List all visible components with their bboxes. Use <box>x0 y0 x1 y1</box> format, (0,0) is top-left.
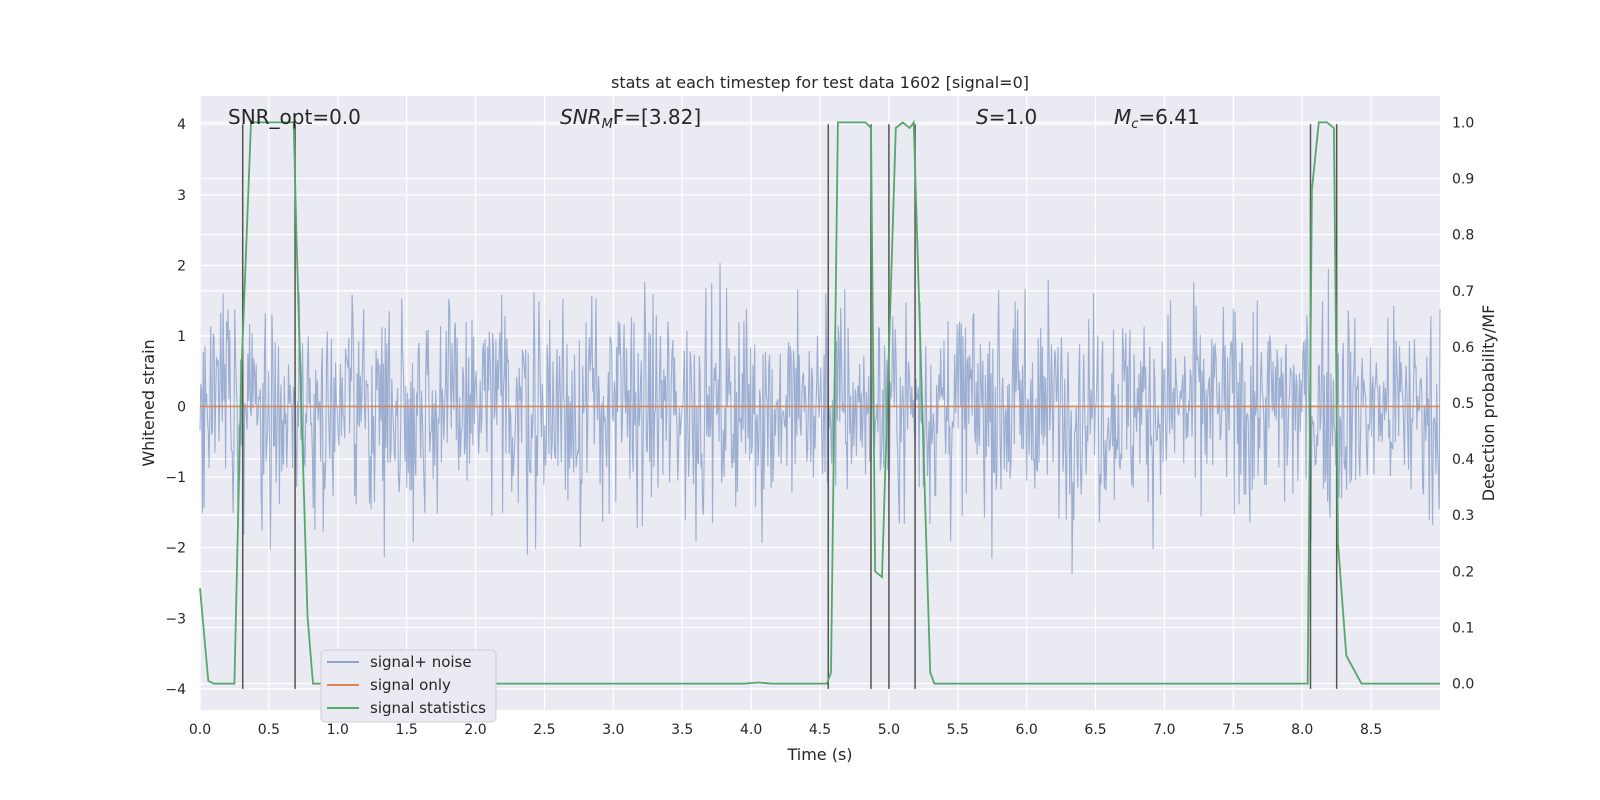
y2-tick-label: 0.1 <box>1452 620 1474 636</box>
x-tick-label: 4.5 <box>809 722 831 738</box>
y2-tick-label: 0.6 <box>1452 340 1474 356</box>
x-tick-label: 5.0 <box>878 722 900 738</box>
signal-noise-trace <box>199 262 1441 575</box>
y-tick-label: −3 <box>165 611 186 627</box>
x-tick-label: 1.5 <box>396 722 418 738</box>
noise-series <box>199 262 1441 575</box>
y-tick-label: 0 <box>177 400 186 416</box>
signal-statistics-line <box>199 119 1440 685</box>
y-tick-label: 2 <box>177 258 186 274</box>
x-tick-label: 0.5 <box>258 722 280 738</box>
y2-tick-label: 0.5 <box>1452 396 1474 412</box>
annotation-snr-opt: SNR_opt=0.0 <box>228 105 361 129</box>
y2-tick-label: 0.9 <box>1452 172 1474 188</box>
y2-tick-label: 0.0 <box>1452 677 1474 693</box>
legend-label-signal-statistics: signal statistics <box>370 699 486 717</box>
legend-label-signal-noise: signal+ noise <box>370 653 472 671</box>
x-tick-labels: 0.0 0.5 1.0 1.5 2.0 2.5 3.0 3.5 4.0 4.5 5.0 5.5 6.0 6… <box>189 722 1382 738</box>
x-tick-label: 6.0 <box>1016 722 1038 738</box>
x-tick-label: 0.0 <box>189 722 211 738</box>
y-tick-label: 4 <box>177 117 186 133</box>
y2-tick-label: 0.3 <box>1452 508 1474 524</box>
x-tick-label: 7.0 <box>1153 722 1175 738</box>
x-tick-label: 4.0 <box>740 722 762 738</box>
x-tick-label: 2.0 <box>464 722 486 738</box>
x-tick-label: 7.5 <box>1222 722 1244 738</box>
y2-axis-label: Detection probability/MF <box>1479 305 1498 502</box>
x-tick-label: 6.5 <box>1084 722 1106 738</box>
y-tick-label: 3 <box>177 188 186 204</box>
y2-tick-label: 0.7 <box>1452 284 1474 300</box>
annotation-s: S=1.0 <box>976 105 1037 129</box>
y-tick-label: 1 <box>177 329 186 345</box>
legend: signal+ noise signal only signal statist… <box>320 649 497 723</box>
y-tick-label: −1 <box>165 470 186 486</box>
annotation-mc: Mc=6.41 <box>1114 105 1200 132</box>
legend-box <box>320 649 497 723</box>
y-tick-label: −4 <box>165 682 186 698</box>
annotation-snr-mf: SNRMF=[3.82] <box>560 105 701 132</box>
y2-tick-label: 1.0 <box>1452 115 1474 131</box>
y2-tick-label: 0.4 <box>1452 452 1474 468</box>
x-tick-label: 3.5 <box>671 722 693 738</box>
y2-tick-label: 0.2 <box>1452 564 1474 580</box>
x-tick-label: 8.0 <box>1291 722 1313 738</box>
x-axis-label: Time (s) <box>786 745 852 764</box>
x-tick-label: 3.0 <box>602 722 624 738</box>
chart-title: stats at each timestep for test data 160… <box>611 73 1029 92</box>
x-tick-label: 8.5 <box>1360 722 1382 738</box>
x-tick-label: 5.5 <box>947 722 969 738</box>
y2-tick-labels: 1.0 0.9 0.8 0.7 0.6 0.5 0.4 0.3 0.2 0.1 0.0 <box>1452 115 1474 692</box>
legend-label-signal-only: signal only <box>370 676 451 694</box>
x-tick-label: 1.0 <box>327 722 349 738</box>
x-tick-label: 2.5 <box>533 722 555 738</box>
y-axis-label: Whitened strain <box>139 339 158 466</box>
y2-tick-label: 0.8 <box>1452 228 1474 244</box>
y-tick-label: −2 <box>165 541 186 557</box>
y-tick-labels: 4 3 2 1 0 −1 −2 −3 −4 <box>165 117 186 698</box>
